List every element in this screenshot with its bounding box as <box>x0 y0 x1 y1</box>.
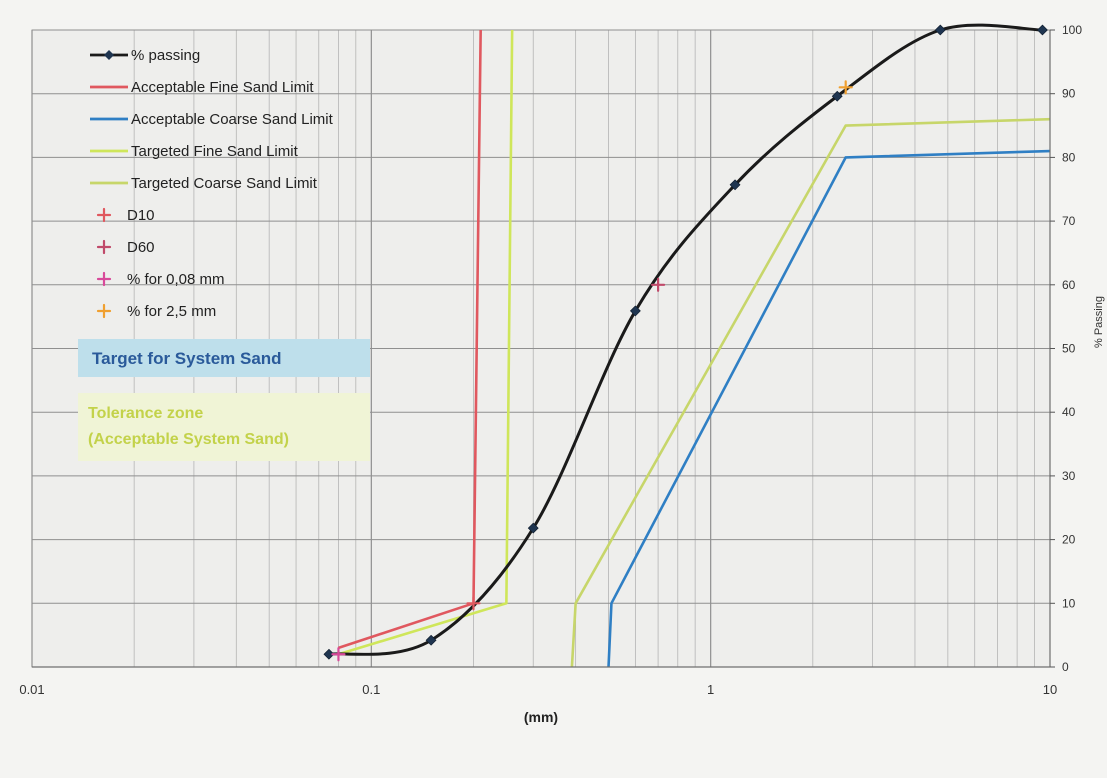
y-axis-title: % Passing <box>1093 296 1105 348</box>
series-line <box>338 29 514 656</box>
legend-label: % for 0,08 mm <box>127 271 225 288</box>
annotation-tolerance-text: (Acceptable System Sand) <box>88 431 289 448</box>
annotation-target-text: Target for System Sand <box>92 349 282 368</box>
marker-layer <box>331 80 853 662</box>
series-line <box>328 23 1043 656</box>
axes: 0 10 20 30 40 50 60 70 80 90 100 0.01 0.1 1 10 (mm) % Pa… <box>19 23 1105 725</box>
y-tick-label: 60 <box>1062 278 1076 292</box>
y-tick-label: 90 <box>1062 87 1076 101</box>
marker-plus <box>331 647 346 662</box>
x-axis-title: (mm) <box>524 709 558 725</box>
y-tick-label: 40 <box>1062 405 1076 419</box>
annotation-box-tolerance <box>78 393 370 461</box>
marker-plus <box>838 80 853 95</box>
marker-plus <box>466 596 481 611</box>
x-tick-label: 1 <box>707 682 714 697</box>
annotations: Target for System Sand Tolerance zone (Acc… <box>78 339 370 461</box>
y-tick-label: 80 <box>1062 150 1076 164</box>
data-point-diamond <box>527 522 539 534</box>
data-point-diamond <box>831 90 843 102</box>
legend-swatch-plus <box>96 303 112 319</box>
legend-swatch-plus <box>96 207 112 223</box>
legend-swatch-plus <box>96 239 112 255</box>
x-tick-label: 0.1 <box>362 682 380 697</box>
data-point-diamond <box>729 179 741 191</box>
legend: % passing Acceptable Fine Sand Limit Accep… <box>90 47 334 320</box>
y-tick-label: 10 <box>1062 596 1076 610</box>
annotation-tolerance-text: Tolerance zone <box>88 405 203 422</box>
y-tick-label: 70 <box>1062 214 1076 228</box>
data-point-diamond <box>425 634 437 646</box>
data-point-diamond <box>323 648 335 660</box>
y-tick-label: 0 <box>1062 660 1069 674</box>
y-tick-label: 50 <box>1062 342 1076 356</box>
series-line <box>570 117 1051 668</box>
y-tick-label: 30 <box>1062 469 1076 483</box>
x-tick-label: 0.01 <box>19 682 44 697</box>
legend-label: Targeted Coarse Sand Limit <box>131 175 318 192</box>
marker-plus <box>651 277 666 292</box>
legend-swatch-plus <box>96 271 112 287</box>
series-line <box>607 149 1051 668</box>
y-tick-label: 20 <box>1062 533 1076 547</box>
legend-swatch-diamond <box>104 50 114 60</box>
legend-label: D60 <box>127 239 155 256</box>
x-tick-label: 10 <box>1043 682 1057 697</box>
data-point-diamond <box>934 24 946 36</box>
legend-label: % passing <box>131 47 200 64</box>
annotation-box-target <box>78 339 370 377</box>
legend-label: Acceptable Fine Sand Limit <box>131 79 314 96</box>
legend-label: D10 <box>127 207 155 224</box>
legend-label: Targeted Fine Sand Limit <box>131 143 299 160</box>
y-tick-label: 100 <box>1062 23 1082 37</box>
legend-label: % for 2,5 mm <box>127 303 216 320</box>
data-point-diamond <box>629 305 641 317</box>
data-point-diamond <box>1037 24 1048 36</box>
legend-label: Acceptable Coarse Sand Limit <box>131 111 334 128</box>
